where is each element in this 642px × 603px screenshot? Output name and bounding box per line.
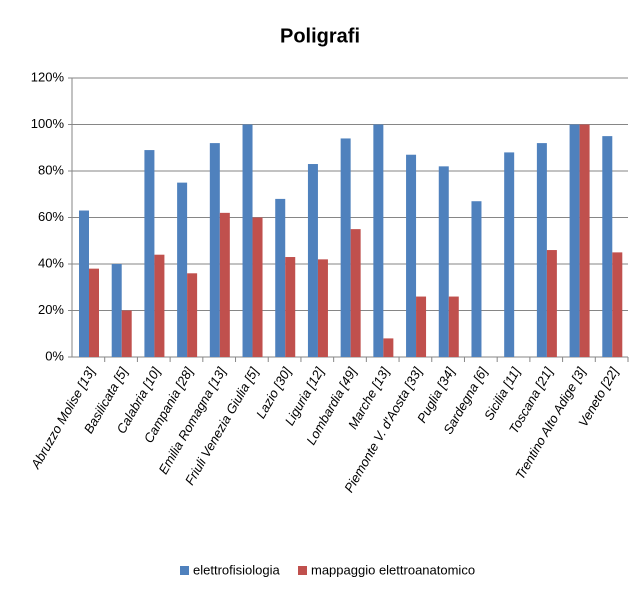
- legend-swatch: [180, 566, 189, 575]
- bar: [252, 217, 263, 357]
- bar: [144, 150, 155, 357]
- bar: [612, 252, 623, 357]
- bar: [406, 154, 417, 357]
- bar: [209, 143, 220, 357]
- bar: [111, 264, 122, 357]
- bar: [504, 152, 515, 357]
- legend-label: mappaggio elettroanatomico: [311, 562, 475, 577]
- bar: [317, 259, 328, 357]
- bar: [187, 273, 198, 357]
- bar: [350, 229, 361, 357]
- bar: [373, 124, 384, 357]
- bar: [579, 124, 590, 357]
- bar: [177, 182, 188, 357]
- bar: [219, 212, 230, 357]
- bar: [307, 164, 318, 357]
- y-tick-label: 120%: [31, 69, 65, 84]
- bar: [275, 198, 286, 357]
- bar: [285, 257, 296, 357]
- chart-title: Poligrafi: [280, 25, 360, 47]
- bar: [536, 143, 547, 357]
- y-tick-label: 100%: [31, 116, 65, 131]
- bar: [89, 268, 99, 357]
- bar: [569, 124, 580, 357]
- bar: [471, 201, 482, 357]
- bar: [546, 250, 557, 357]
- legend-swatch: [298, 566, 307, 575]
- bar: [438, 166, 449, 357]
- bar: [383, 338, 394, 357]
- bar: [416, 296, 427, 357]
- bar: [340, 138, 351, 357]
- y-tick-label: 60%: [38, 209, 64, 224]
- bar: [602, 136, 613, 357]
- y-tick-label: 0%: [45, 348, 64, 363]
- bar: [79, 210, 89, 357]
- legend-label: elettrofisiologia: [193, 562, 280, 577]
- bar: [448, 296, 459, 357]
- y-tick-label: 20%: [38, 302, 64, 317]
- bar: [121, 310, 132, 357]
- y-tick-label: 80%: [38, 162, 64, 177]
- bar: [242, 124, 253, 357]
- y-tick-label: 40%: [38, 255, 64, 270]
- bar: [154, 254, 165, 357]
